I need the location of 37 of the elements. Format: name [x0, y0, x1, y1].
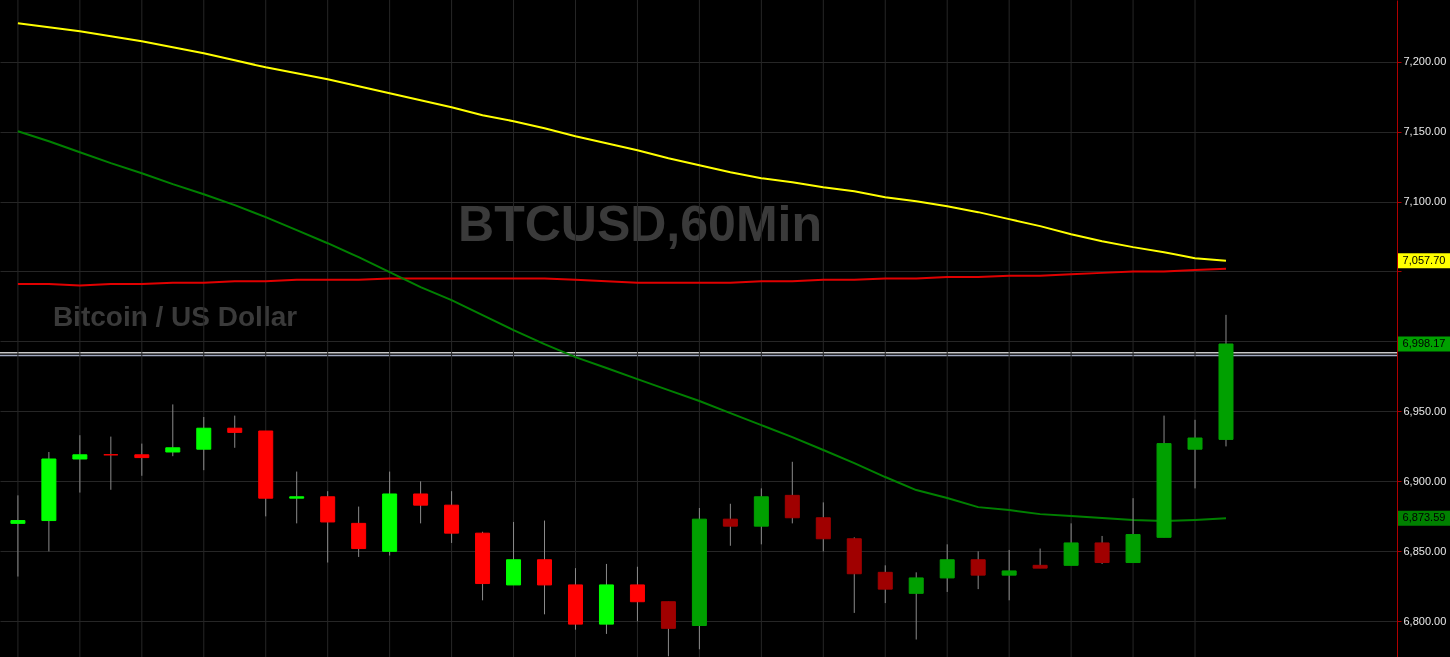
- y-tick-label: 6,900.00: [1403, 474, 1447, 487]
- text: 6,873.59: [1402, 511, 1446, 524]
- text: 6,998.17: [1402, 337, 1446, 349]
- text: 7,057.70: [1402, 253, 1446, 266]
- candlestick: [629, 566, 645, 622]
- line-series: [16, 22, 1227, 262]
- candlestick: [1187, 419, 1203, 489]
- y-tick-label: 6,950.00: [1403, 404, 1447, 417]
- candlestick: [1032, 548, 1048, 569]
- y-tick-label: 6,850.00: [1403, 544, 1447, 557]
- text: Bitcoin / US Dollar: [52, 301, 298, 332]
- candlestick: [72, 434, 88, 494]
- line-series: [16, 267, 1227, 287]
- candlestick: [784, 461, 800, 524]
- y-tick-label: 7,100.00: [1403, 195, 1447, 208]
- candlestick: [722, 503, 738, 547]
- candlestick: [165, 403, 181, 457]
- candlestick: [1094, 535, 1110, 565]
- candlestick: [227, 415, 243, 449]
- candlestick: [908, 571, 924, 641]
- candlestick: [939, 543, 955, 593]
- candlestick: [970, 550, 986, 590]
- candlestick: [103, 436, 119, 491]
- y-tick-label: 6,800.00: [1403, 614, 1447, 627]
- candlestick: [413, 480, 429, 524]
- line-series: [16, 130, 1227, 523]
- candlestick: [1063, 522, 1079, 566]
- text: BTCUSD,60Min: [458, 196, 822, 252]
- candlestick: [877, 564, 893, 604]
- candlestick: [1001, 549, 1017, 601]
- y-tick-label: 7,200.00: [1403, 55, 1447, 68]
- y-tick-label: 7,150.00: [1403, 125, 1447, 138]
- candlestick: [134, 443, 150, 477]
- candlestick: [815, 501, 831, 552]
- candlestick: [289, 471, 305, 524]
- candlestick: [196, 416, 212, 471]
- candlestick: [10, 494, 26, 578]
